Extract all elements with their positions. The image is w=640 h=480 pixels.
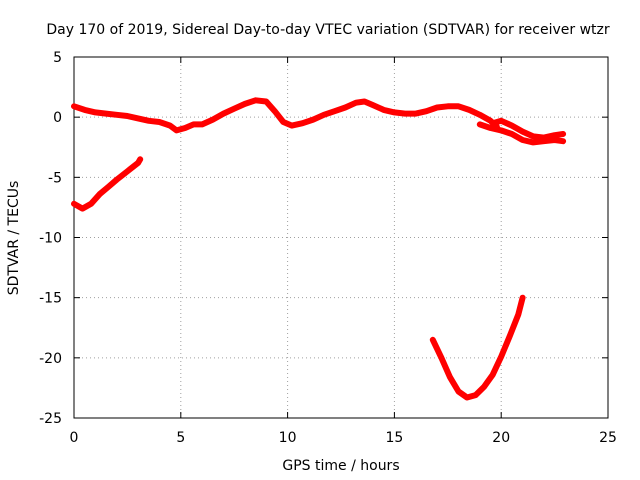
y-tick-label: -15: [39, 291, 62, 307]
x-tick-label: 15: [385, 430, 403, 446]
chart-title: Day 170 of 2019, Sidereal Day-to-day VTE…: [46, 22, 610, 38]
y-tick-label: -25: [39, 411, 62, 427]
satellite-track-main: [71, 97, 500, 134]
x-tick-label: 5: [176, 430, 185, 446]
satellite-track-lower-branch: [476, 121, 567, 146]
y-axis-label: SDTVAR / TECUs: [6, 181, 22, 296]
y-tick-label: -10: [39, 231, 62, 247]
axis-ticks: [73, 56, 609, 419]
x-tick-label: 20: [492, 430, 510, 446]
y-tick-label: 5: [53, 50, 62, 66]
y-tick-labels: 5 0 -5 -10 -15 -20 -25: [39, 50, 62, 427]
x-tick-label: 0: [70, 430, 79, 446]
satellite-track-early: [71, 156, 144, 212]
x-tick-label: 10: [279, 430, 297, 446]
x-tick-labels: 0 5 10 15 20 25: [70, 430, 617, 446]
y-tick-label: -20: [39, 351, 62, 367]
y-tick-label: 0: [53, 110, 62, 126]
satellite-track-upper-branch: [489, 117, 567, 141]
x-axis-label: GPS time / hours: [282, 458, 399, 474]
data-series: [71, 97, 567, 401]
y-tick-label: -5: [48, 170, 62, 186]
x-tick-label: 25: [599, 430, 617, 446]
satellite-track-dip: [429, 294, 526, 401]
grid-lines: [74, 57, 608, 418]
